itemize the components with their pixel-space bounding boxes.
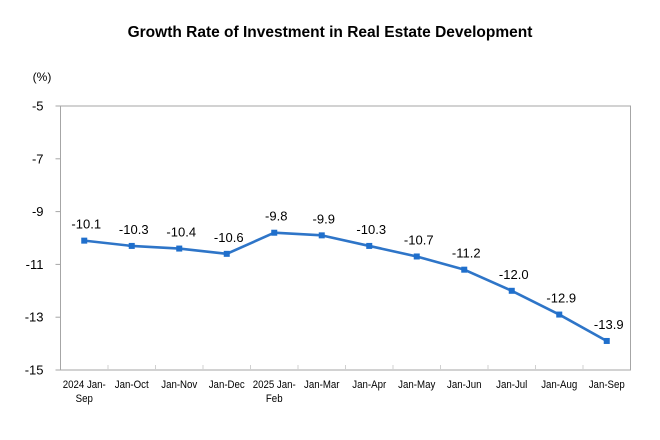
x-tick-label: Jan-Mar: [304, 380, 340, 392]
x-tick-label-line: Jan-Nov: [161, 380, 198, 392]
data-label: -12.9: [546, 291, 576, 306]
data-label: -10.3: [356, 222, 386, 237]
y-tick-label: -7: [32, 151, 44, 166]
x-tick-label-line: Jan-Oct: [115, 380, 149, 392]
data-point: [508, 287, 515, 294]
data-point: [603, 337, 610, 344]
data-label: -10.4: [166, 225, 196, 240]
data-label: -9.8: [265, 209, 287, 224]
data-point: [128, 242, 135, 249]
x-tick-label: 2025 Jan- Feb: [253, 380, 296, 406]
x-tick-label: Jan-Jul: [496, 380, 527, 392]
data-label: -13.9: [594, 317, 624, 332]
data-point: [556, 311, 563, 318]
x-tick-label-line: 2025 Jan-: [253, 380, 296, 392]
x-tick-label: 2024 Jan- Sep: [63, 380, 106, 406]
y-tick-label: -9: [32, 204, 44, 219]
x-tick-label-line: Jan-Sep: [589, 380, 625, 392]
y-tick-label: -13: [25, 310, 44, 325]
data-point: [461, 266, 468, 273]
data-point: [366, 242, 373, 249]
x-tick-label-line: Jan-Jun: [447, 380, 482, 392]
chart-title: Growth Rate of Investment in Real Estate…: [127, 24, 533, 41]
x-tick-label: Jan-Aug: [541, 380, 577, 392]
data-label: -10.1: [71, 217, 101, 232]
series-line: [84, 231, 608, 343]
x-tick-label-line: Jan-May: [398, 380, 436, 392]
x-tick-label-line: Feb: [266, 394, 283, 406]
data-label: -10.7: [404, 232, 434, 247]
x-tick-label-line: Jan-Jul: [496, 380, 527, 392]
data-label: -10.6: [214, 230, 244, 245]
plot-area: [60, 105, 631, 371]
y-axis-unit: (%): [33, 70, 52, 84]
data-point: [318, 232, 325, 239]
x-tick-label: Jan-Apr: [352, 380, 386, 392]
data-label: -9.9: [313, 211, 335, 226]
y-tick-label: -15: [25, 363, 44, 378]
x-tick-label: Jan-Nov: [161, 380, 198, 392]
x-tick-label-line: Sep: [76, 394, 93, 406]
x-tick-label: Jan-Jun: [447, 380, 482, 392]
x-tick-label-line: 2024 Jan-: [63, 380, 106, 392]
x-tick-label: Jan-Sep: [589, 380, 625, 392]
data-point: [413, 253, 420, 260]
data-label: -11.2: [452, 246, 481, 261]
x-tick-label-line: Jan-Mar: [304, 380, 340, 392]
x-tick-label: Jan-Oct: [115, 380, 149, 392]
x-tick-label: Jan-May: [398, 380, 436, 392]
data-label: -12.0: [499, 267, 529, 282]
data-point: [176, 245, 183, 252]
x-tick-label-line: Jan-Dec: [209, 380, 245, 392]
x-tick-label-line: Jan-Apr: [352, 380, 386, 392]
data-point: [271, 229, 278, 236]
y-tick-label: -11: [26, 257, 44, 272]
data-label: -10.3: [119, 222, 149, 237]
x-tick-label: Jan-Dec: [209, 380, 245, 392]
x-tick-label-line: Jan-Aug: [541, 380, 577, 392]
data-point: [223, 250, 230, 257]
data-point: [81, 237, 88, 244]
y-tick-label: -5: [32, 99, 44, 114]
